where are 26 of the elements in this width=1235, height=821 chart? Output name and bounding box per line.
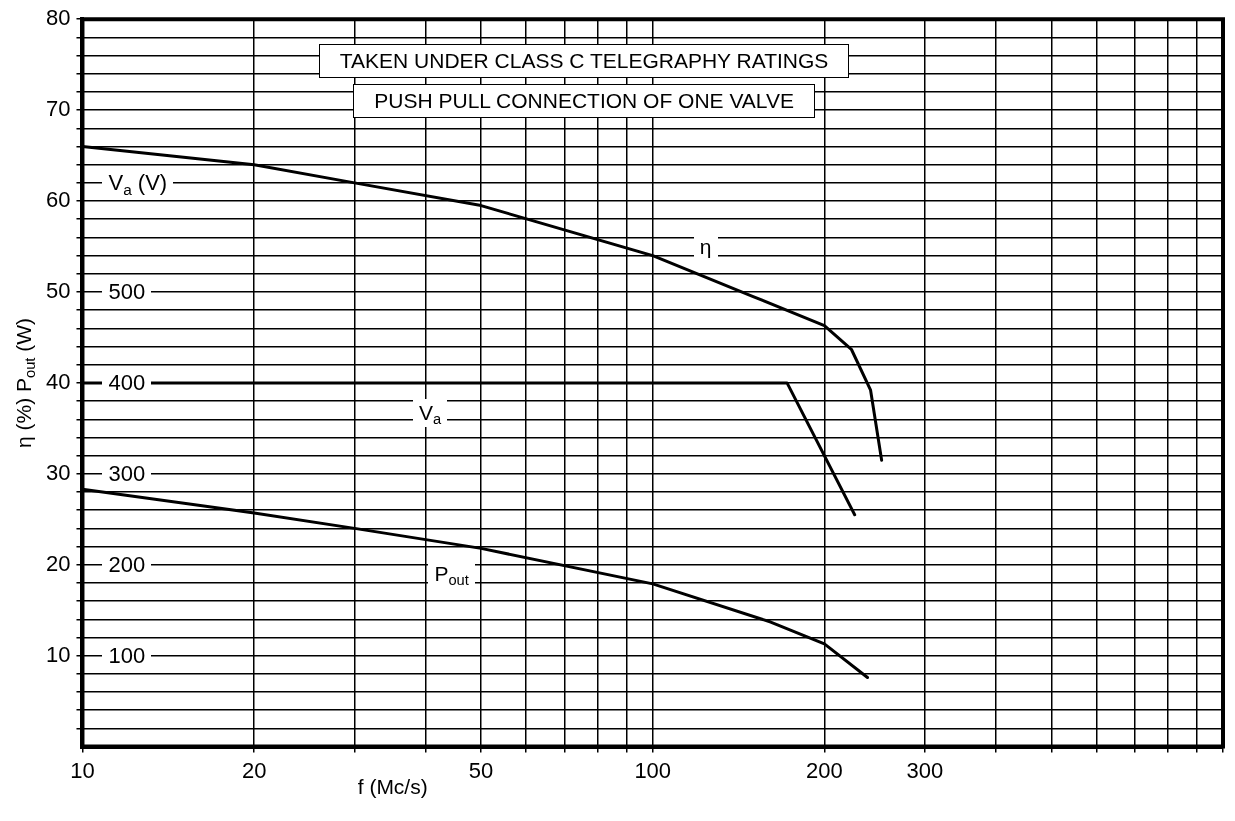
- x-axis-title: f (Mc/s): [356, 773, 429, 800]
- x-tick-label: 10: [70, 757, 95, 783]
- series-label: V$_{a}$: [412, 398, 448, 428]
- y-tick-label: 20: [45, 550, 71, 576]
- x-tick-label: 300: [906, 757, 944, 783]
- y-tick-label: 30: [45, 459, 71, 485]
- series-label: P$_{out}$: [428, 559, 475, 589]
- y2-tick-label: 100: [102, 641, 152, 670]
- y-tick-label: 70: [45, 96, 71, 122]
- y2-axis-title: V$_{a}$ (V): [102, 168, 174, 198]
- y-tick-label: 40: [45, 368, 71, 394]
- x-tick-label: 200: [806, 757, 843, 783]
- text: TAKEN UNDER CLASS C TELEGRAPHY RATINGS: [318, 44, 850, 79]
- x-tick-label: 100: [634, 757, 672, 783]
- y-tick-label: 60: [45, 187, 71, 213]
- x-tick-label: 50: [468, 757, 494, 783]
- series-label: η: [693, 233, 718, 262]
- x-tick-label: 20: [241, 757, 267, 783]
- text: PUSH PULL CONNECTION OF ONE VALVE: [353, 84, 815, 119]
- y-tick-label: 10: [45, 641, 71, 667]
- y2-tick-label: 500: [102, 277, 152, 306]
- y2-tick-label: 400: [102, 368, 152, 397]
- y-tick-label: 80: [45, 5, 71, 31]
- y2-tick-label: 200: [102, 550, 152, 579]
- y-tick-label: 50: [45, 278, 71, 304]
- y2-tick-label: 300: [102, 459, 152, 488]
